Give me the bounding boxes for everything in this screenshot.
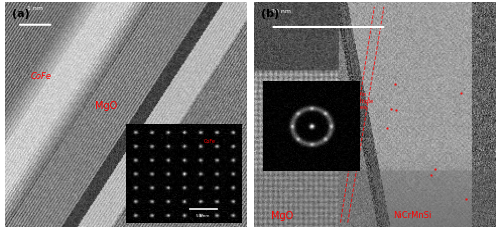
Text: (a): (a) (12, 9, 30, 19)
Text: MgO: MgO (96, 101, 118, 111)
Text: MgO: MgO (270, 211, 293, 221)
Text: (b): (b) (261, 9, 279, 19)
Text: CoFe: CoFe (168, 139, 190, 148)
Text: CoFe: CoFe (30, 72, 52, 81)
Text: NiCrMnSi: NiCrMnSi (394, 211, 432, 220)
Text: 1 nm: 1 nm (27, 6, 43, 11)
Text: Grain boundary can be observed in
the NiCrMnSi layer. Indicated multiple
phases : Grain boundary can be observed in the Ni… (273, 92, 373, 117)
Text: 20 nm: 20 nm (270, 8, 290, 14)
